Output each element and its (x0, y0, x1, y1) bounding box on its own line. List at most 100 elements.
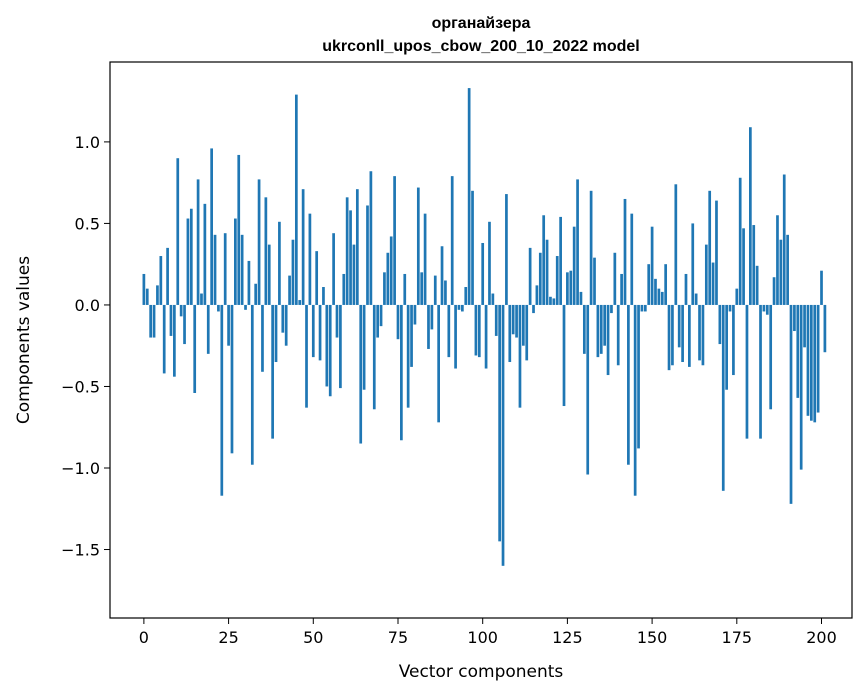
bars-group (142, 88, 827, 566)
bar-69 (376, 304, 380, 338)
x-tick-label: 75 (388, 628, 408, 647)
bar-118 (542, 215, 546, 305)
bar-46 (298, 300, 302, 305)
bar-89 (444, 280, 447, 305)
bar-71 (383, 272, 386, 305)
bar-73 (389, 236, 393, 305)
bar-111 (518, 304, 522, 408)
bar-20 (210, 148, 213, 305)
bar-147 (640, 304, 644, 312)
bar-136 (603, 304, 607, 346)
bar-133 (593, 257, 596, 305)
bar-99 (477, 304, 481, 358)
bar-102 (488, 221, 491, 305)
bar-109 (511, 304, 515, 335)
bar-24 (223, 233, 227, 305)
bar-187 (776, 215, 779, 305)
bar-116 (535, 285, 539, 305)
bar-107 (505, 194, 508, 305)
bar-134 (596, 304, 600, 358)
bar-21 (213, 234, 217, 305)
bar-163 (694, 293, 698, 305)
y-tick-label: 1.0 (75, 133, 100, 152)
bar-166 (704, 244, 708, 305)
bar-57 (335, 304, 339, 338)
bar-175 (735, 288, 739, 305)
bar-54 (325, 304, 329, 387)
bar-44 (291, 239, 295, 305)
bar-35 (261, 304, 264, 372)
bar-34 (257, 179, 261, 305)
bar-3 (152, 304, 156, 338)
bar-105 (498, 304, 501, 542)
x-tick-label: 0 (139, 628, 149, 647)
bar-97 (471, 190, 474, 305)
bar-23 (220, 304, 224, 496)
bar-162 (691, 223, 695, 305)
bar-88 (440, 246, 444, 305)
bar-188 (779, 239, 783, 305)
bar-113 (525, 304, 529, 361)
bar-68 (372, 304, 376, 410)
bar-25 (227, 304, 230, 346)
bar-13 (186, 218, 190, 305)
bar-121 (552, 298, 556, 305)
bar-5 (159, 256, 163, 305)
bar-67 (369, 171, 373, 305)
bar-103 (491, 293, 495, 305)
bar-79 (410, 304, 413, 367)
bar-132 (589, 190, 593, 305)
bar-168 (711, 262, 715, 305)
y-tick-label: 0.5 (75, 214, 100, 233)
bar-146 (637, 304, 640, 449)
bar-138 (610, 304, 613, 314)
bar-197 (809, 304, 813, 421)
bar-131 (586, 304, 590, 475)
bar-52 (318, 304, 322, 361)
bar-48 (305, 304, 308, 408)
bar-42 (284, 304, 288, 346)
plot-frame (109, 61, 853, 619)
bar-36 (264, 197, 268, 305)
bar-29 (240, 234, 244, 305)
bar-6 (162, 304, 166, 374)
bar-184 (765, 304, 769, 315)
bar-51 (315, 251, 319, 305)
bar-172 (725, 304, 728, 390)
bar-56 (332, 233, 335, 305)
x-tick-label: 175 (722, 628, 753, 647)
bar-83 (423, 213, 427, 305)
bar-179 (749, 127, 752, 305)
bar-173 (728, 304, 732, 312)
bar-30 (244, 304, 247, 310)
bar-87 (437, 304, 440, 423)
bar-112 (522, 304, 525, 346)
bar-28 (237, 154, 241, 305)
y-tick-label: −1.5 (61, 541, 100, 560)
x-axis-ticks: 0 25 50 75 100 125 150 175 200 (139, 618, 837, 647)
bar-37 (267, 244, 271, 305)
bar-149 (647, 264, 651, 305)
bar-114 (528, 247, 532, 305)
bar-16 (196, 179, 200, 305)
bar-174 (732, 304, 735, 376)
bar-144 (630, 213, 634, 305)
bar-15 (193, 304, 197, 393)
x-tick-label: 125 (552, 628, 583, 647)
bar-123 (559, 216, 562, 305)
y-tick-label: 0.0 (75, 296, 100, 315)
bar-86 (433, 275, 437, 305)
bar-201 (823, 304, 827, 353)
bar-91 (450, 176, 454, 305)
bar-150 (650, 226, 654, 305)
bar-167 (708, 190, 712, 305)
bar-153 (660, 291, 664, 305)
bar-193 (796, 304, 800, 398)
bar-76 (400, 304, 403, 441)
chart-title: органайзера (432, 15, 531, 32)
bar-12 (183, 304, 186, 345)
bar-151 (654, 278, 657, 305)
bar-142 (623, 198, 627, 305)
y-axis-ticks: −1.5 −1.0 −0.5 0.0 0.5 1.0 (61, 133, 110, 560)
bar-7 (166, 247, 169, 305)
